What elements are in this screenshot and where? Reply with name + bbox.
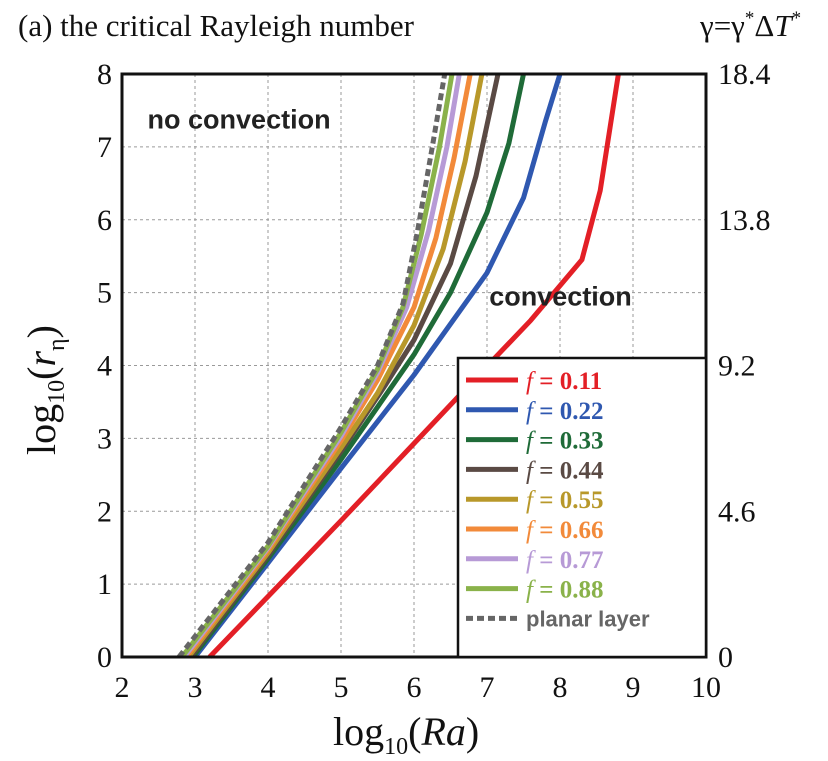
- legend-label: f = 0.11: [526, 368, 602, 395]
- right-tick-label: 0: [718, 641, 733, 674]
- chart-title: (a) the critical Rayleigh number: [18, 8, 415, 43]
- series-line: [193, 73, 563, 659]
- y-tick-label: 4: [97, 350, 112, 383]
- x-tick-label: 9: [626, 671, 641, 704]
- legend-label-f: f: [526, 547, 536, 574]
- legend-label: f = 0.88: [526, 577, 603, 604]
- legend-label-value: = 0.88: [533, 577, 604, 604]
- x-axis-paren: (: [408, 709, 421, 754]
- y-tick-labels: 0 1 2 3 4 5 6 7 8: [97, 58, 112, 674]
- x-tick-label: 8: [553, 671, 568, 704]
- x-tick-labels: 2 3 4 5 6 7 8 9 10: [115, 671, 722, 704]
- legend-label: f = 0.33: [526, 428, 603, 455]
- legend: f = 0.11f = 0.22f = 0.33f = 0.44f = 0.55…: [456, 356, 708, 659]
- y-axis-eta: η: [44, 338, 70, 351]
- legend-label-f: f: [526, 368, 536, 395]
- legend-label: f = 0.44: [526, 457, 604, 484]
- legend-label-value: = 0.44: [533, 457, 604, 484]
- right-tick-label: 9.2: [718, 350, 756, 383]
- right-axis-gamma: γ=γ: [699, 8, 745, 43]
- x-tick-label: 10: [691, 671, 721, 704]
- legend-label-f: f: [526, 457, 536, 484]
- series-line: [179, 73, 455, 659]
- region-annotations: no convection convection: [148, 105, 632, 312]
- x-tick-label: 4: [261, 671, 276, 704]
- series-line: [176, 73, 448, 659]
- y-axis-close: ): [19, 325, 64, 338]
- legend-label-value: = 0.33: [533, 428, 604, 455]
- right-tick-label: 13.8: [718, 204, 771, 237]
- legend-label-value: = 0.77: [533, 547, 604, 574]
- right-axis-t: T: [774, 8, 794, 43]
- y-tick-label: 0: [97, 641, 112, 674]
- legend-label: f = 0.55: [526, 487, 603, 514]
- x-tick-label: 5: [334, 671, 349, 704]
- x-axis-ra: Ra: [420, 709, 465, 754]
- y-tick-label: 1: [97, 568, 112, 601]
- right-tick-labels: 0 4.6 9.2 13.8 18.4: [718, 58, 771, 674]
- right-axis-label: γ=γ*ΔT*: [699, 8, 801, 43]
- right-tick-label: 18.4: [718, 58, 771, 91]
- legend-label: f = 0.22: [526, 398, 603, 425]
- y-axis-label: log10(rη): [19, 325, 70, 455]
- y-tick-label: 6: [97, 204, 112, 237]
- right-axis-star: *: [745, 8, 755, 29]
- series-lines: [176, 73, 621, 659]
- legend-label: f = 0.77: [526, 547, 603, 574]
- x-tick-label: 3: [188, 671, 203, 704]
- x-tick-label: 2: [115, 671, 130, 704]
- legend-label: planar layer: [526, 606, 650, 631]
- y-axis-log: log: [19, 404, 64, 455]
- legend-label-value: = 0.11: [533, 368, 602, 395]
- right-axis-delta: Δ: [754, 8, 774, 43]
- y-tick-label: 8: [97, 58, 112, 91]
- x-axis-sub: 10: [384, 734, 408, 760]
- y-tick-label: 3: [97, 422, 112, 455]
- right-axis-star2: *: [792, 8, 802, 29]
- x-axis-label: log10(Ra): [333, 709, 479, 760]
- legend-label-value: = 0.22: [533, 398, 604, 425]
- y-tick-label: 2: [97, 495, 112, 528]
- legend-label-value: = 0.55: [533, 487, 604, 514]
- legend-label-value: = 0.66: [533, 517, 604, 544]
- legend-label-f: f: [526, 398, 536, 425]
- y-axis-paren: (: [19, 367, 64, 380]
- region-label: no convection: [148, 105, 331, 135]
- right-tick-label: 4.6: [718, 495, 756, 528]
- x-tick-label: 7: [480, 671, 495, 704]
- legend-label-f: f: [526, 487, 536, 514]
- x-tick-label: 6: [407, 671, 422, 704]
- x-axis-close: ): [466, 709, 479, 754]
- x-axis-log: log: [333, 709, 384, 754]
- legend-label: f = 0.66: [526, 517, 603, 544]
- gridlines: [122, 74, 706, 657]
- legend-label-f: f: [526, 428, 536, 455]
- region-label: convection: [489, 282, 632, 312]
- y-axis-r: r: [19, 351, 64, 367]
- y-tick-label: 7: [97, 131, 112, 164]
- legend-label-f: f: [526, 577, 536, 604]
- legend-label-f: f: [526, 517, 536, 544]
- y-tick-label: 5: [97, 277, 112, 310]
- y-axis-sub: 10: [44, 380, 70, 404]
